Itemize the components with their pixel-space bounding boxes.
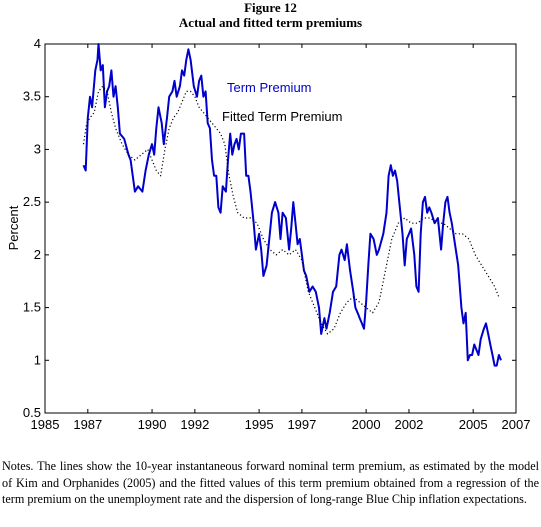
x-tick-label: 1985 [31, 417, 60, 432]
legend-fitted-term-premium: Fitted Term Premium [222, 109, 342, 124]
y-tick-label: 1.5 [23, 300, 41, 315]
series-lines [82, 43, 502, 367]
x-tick-label: 2005 [459, 417, 488, 432]
x-tick-label: 2002 [394, 417, 423, 432]
legend-term-premium: Term Premium [227, 80, 312, 95]
axis-ticks [44, 43, 517, 414]
x-tick-label: 1990 [138, 417, 167, 432]
y-axis-label: Percent [6, 205, 21, 250]
y-tick-label: 2.5 [23, 194, 41, 209]
x-tick-label: 1992 [180, 417, 209, 432]
figure-notes: Notes. The lines show the 10-year instan… [2, 459, 539, 506]
term-premium-line [82, 43, 502, 367]
figure-number: Figure 12 [244, 0, 297, 15]
x-tick-label: 2000 [352, 417, 381, 432]
x-tick-label: 1987 [73, 417, 102, 432]
y-tick-label: 3.5 [23, 89, 41, 104]
y-tick-label: 3 [34, 141, 41, 156]
x-tick-label: 1997 [287, 417, 316, 432]
x-tick-label: 2007 [502, 417, 531, 432]
x-tick-label: 1995 [245, 417, 274, 432]
y-tick-label: 4 [34, 36, 41, 51]
y-tick-label: 1 [34, 352, 41, 367]
y-tick-label: 2 [34, 247, 41, 262]
x-tick-labels: 1985 1987 1990 1992 1995 1997 2000 2002 2005 2007 [31, 417, 531, 432]
figure-title: Actual and fitted term premiums [178, 15, 363, 30]
y-tick-label: 0.5 [23, 405, 41, 420]
term-premium-chart: 1985 1987 1990 1992 1995 1997 2000 2002 2005 2007… [6, 36, 531, 432]
y-tick-labels: 0.5 1 1.5 2 2.5 3 3.5 4 [23, 36, 41, 420]
